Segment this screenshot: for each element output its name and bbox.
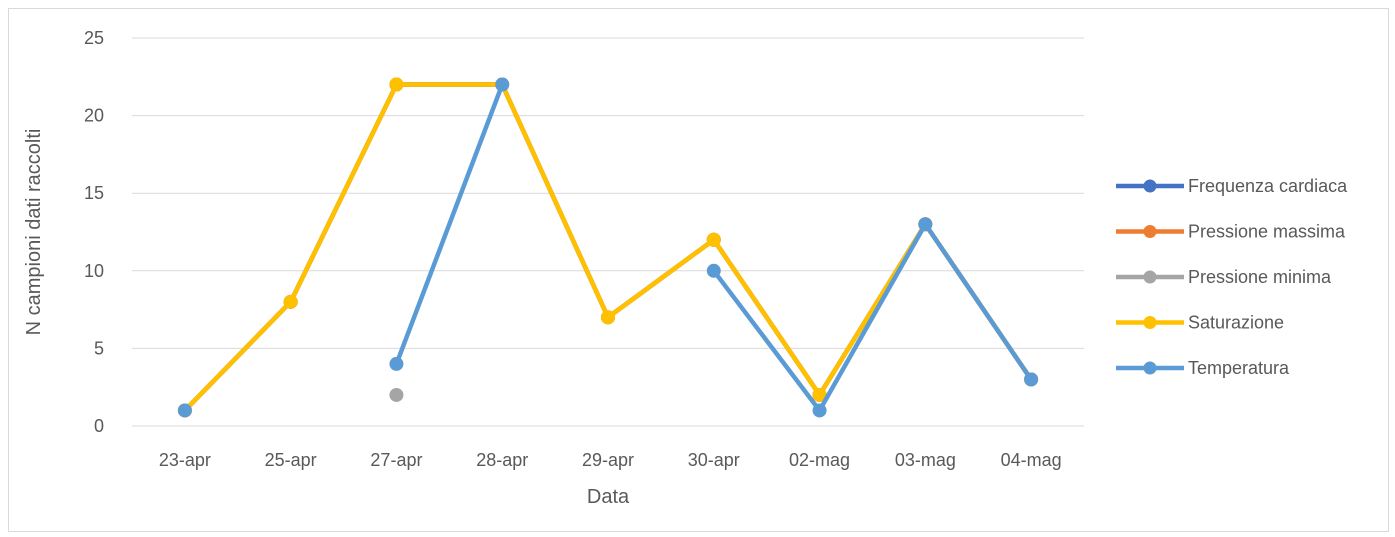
legend-swatch-marker [1143,361,1157,375]
y-tick-label: 0 [94,416,104,436]
legend-label: Temperatura [1188,358,1290,378]
legend-item: Pressione massima [1116,222,1346,242]
data-point [389,356,404,371]
legend-swatch-marker [1143,270,1157,284]
x-tick-label: 28-apr [476,450,528,470]
x-axis-ticks: 23-apr 25-apr 27-apr 28-apr 29-apr 30-apr 02-m… [159,450,1062,470]
legend-label: Pressione minima [1188,267,1332,287]
legend-item: Temperatura [1116,358,1290,378]
series-line [182,82,1034,413]
legend-item: Pressione minima [1116,267,1332,287]
series-line [182,82,1034,413]
data-point [283,294,298,309]
y-axis-ticks: 0 5 10 15 20 25 [84,28,104,436]
series-line [394,82,505,367]
series-line [182,82,1034,413]
x-tick-label: 29-apr [582,450,634,470]
data-point [601,310,615,325]
series [177,77,1039,418]
data-point [706,232,721,247]
series-line [711,221,1034,413]
data-point [495,77,510,92]
data-point [706,263,721,278]
series-lines [177,77,1039,418]
data-point [918,217,933,232]
data-point [389,77,404,92]
y-tick-label: 20 [84,106,104,126]
y-tick-label: 5 [94,338,104,358]
y-tick-label: 25 [84,28,104,48]
legend-label: Pressione massima [1188,222,1346,242]
x-tick-label: 30-apr [688,450,740,470]
series [177,77,1039,418]
x-tick-label: 23-apr [159,450,211,470]
data-point [812,403,827,418]
x-tick-label: 04-mag [1001,450,1062,470]
legend-swatch-marker [1143,179,1157,193]
gridlines [132,37,1084,427]
x-tick-label: 27-apr [370,450,422,470]
chart-frame [8,8,1389,532]
x-axis-title: Data [587,486,630,508]
data-point [1024,372,1039,387]
legend-label: Frequenza cardiaca [1188,176,1348,196]
legend-item: Saturazione [1116,313,1284,333]
y-tick-label: 10 [84,261,104,281]
data-point [389,387,404,402]
legend-item: Frequenza cardiaca [1116,176,1348,196]
series [389,387,404,402]
legend: Frequenza cardiaca Pressione massima Press… [1116,176,1348,378]
legend-swatch-marker [1143,225,1157,238]
y-axis-title: N campioni dati raccolti [23,129,45,336]
legend-swatch-marker [1143,316,1157,329]
x-tick-label: 25-apr [265,450,317,470]
y-tick-label: 15 [84,183,104,203]
x-tick-label: 03-mag [895,450,956,470]
legend-label: Saturazione [1188,313,1284,333]
data-point [177,403,192,418]
x-tick-label: 02-mag [789,450,850,470]
